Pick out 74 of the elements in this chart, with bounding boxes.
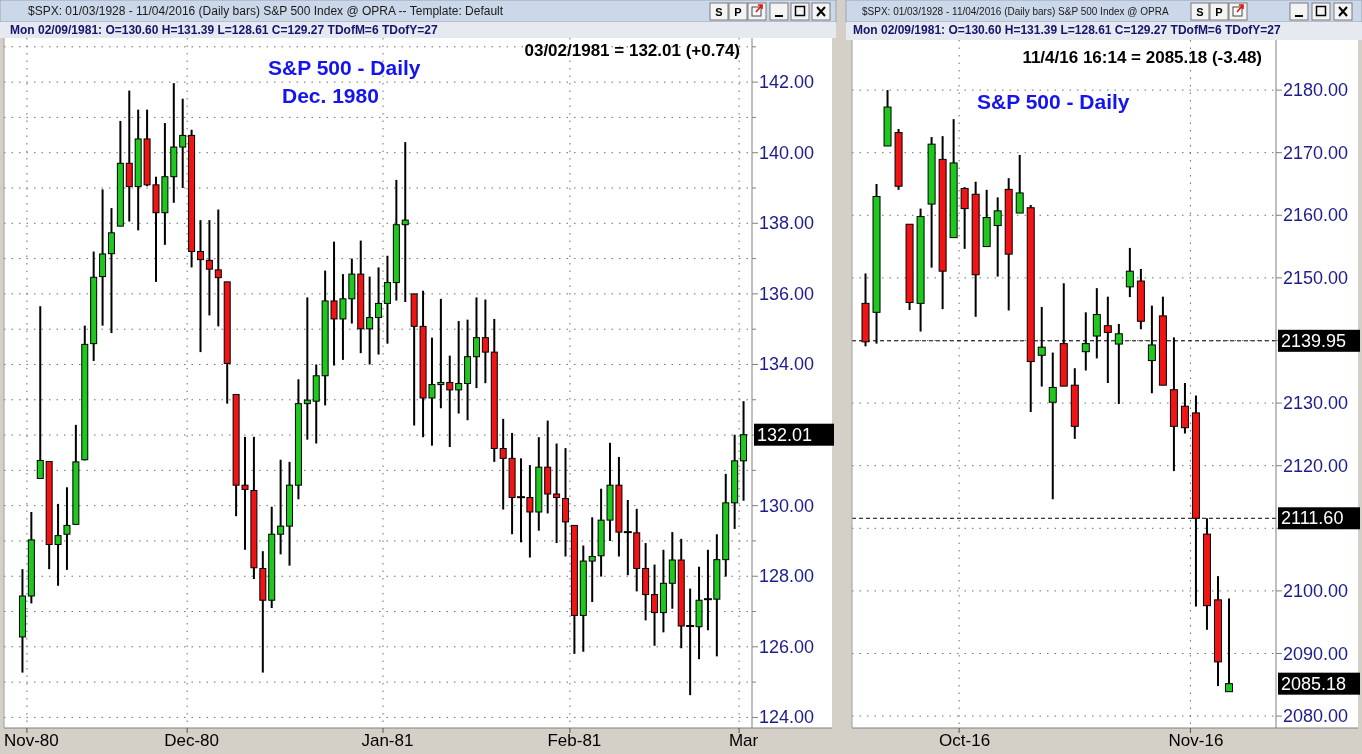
y-tick-label: 124.00	[759, 707, 815, 728]
candlestick	[1180, 382, 1189, 435]
candlestick	[1048, 351, 1057, 501]
y-tick-label: 128.00	[759, 566, 815, 587]
candlestick	[99, 188, 107, 327]
candlestick	[303, 296, 311, 441]
candlestick	[562, 447, 569, 558]
annotation: 03/02/1981 = 132.01 (+0.74)	[524, 41, 740, 60]
x-tick-label: Feb-81	[547, 731, 602, 750]
candlestick	[383, 254, 391, 345]
candlestick	[455, 320, 463, 415]
ref-line-label: 2111.60	[1281, 508, 1344, 529]
candlestick	[205, 219, 213, 317]
y-tick-label: 142.00	[759, 72, 815, 93]
candlestick	[36, 305, 44, 480]
candlestick	[107, 207, 115, 335]
x-tick-label: Mar	[728, 731, 759, 750]
button: P	[1209, 2, 1229, 21]
y-tick-label: 2170.00	[1283, 142, 1349, 163]
candlestick	[214, 208, 222, 328]
candlestick	[366, 275, 374, 366]
candlestick	[960, 186, 969, 250]
price-tag: 2139.95	[1278, 329, 1360, 352]
y-tick-label: 138.00	[759, 213, 815, 234]
y-tick-label: 136.00	[759, 283, 815, 304]
candlestick	[1015, 153, 1024, 215]
y-tick-label: 140.00	[759, 142, 815, 163]
x-tick-label: Nov-16	[1168, 731, 1224, 750]
price-tag: 2085.18	[1278, 672, 1360, 695]
candlestick	[63, 486, 71, 571]
ref-line-label: 2139.95	[1281, 330, 1347, 351]
candlestick	[1125, 246, 1134, 299]
y-tick-label: 2130.00	[1283, 393, 1349, 414]
y-tick-label: 2180.00	[1283, 80, 1349, 101]
y-tick-label: 2090.00	[1283, 643, 1349, 664]
y-tick-label: 134.00	[759, 354, 815, 375]
candlestick	[179, 97, 187, 189]
button: S	[709, 2, 729, 21]
text: Mon 02/09/1981: O=130.60 H=131.39 L=128.61 C=129.27 TDofM=6 TDofY=27	[853, 23, 1281, 37]
x-tick-label: Oct-16	[939, 731, 991, 750]
price-tag: 132.01	[754, 423, 834, 446]
candlestick	[993, 196, 1002, 278]
candlestick	[588, 516, 596, 603]
y-tick-label: 2150.00	[1283, 267, 1349, 288]
text: S&P 500 - Daily	[977, 90, 1130, 113]
text: S&P 500 - Daily	[268, 56, 421, 79]
button: S	[1190, 2, 1210, 21]
y-tick-label: 2100.00	[1283, 580, 1349, 601]
y-tick-label: 2120.00	[1283, 455, 1349, 476]
candlestick	[651, 563, 659, 647]
x-tick-label: Jan-81	[361, 731, 414, 750]
y-tick-label: 2080.00	[1283, 706, 1349, 727]
candlestick	[125, 89, 133, 223]
candlestick	[277, 458, 285, 556]
candlestick	[553, 442, 561, 545]
x-tick-label: Nov-80	[3, 731, 59, 750]
candlestick	[1224, 597, 1233, 693]
candlestick	[375, 266, 383, 356]
candlestick	[472, 296, 480, 390]
text: Dec. 1980	[282, 84, 379, 107]
y-tick-label: 126.00	[759, 636, 815, 657]
y-tick-label: 130.00	[759, 495, 815, 516]
text: $SPX: 01/03/1928 - 11/04/2016 (Daily bars) S&P 500 Index @ OPRA	[862, 6, 1169, 17]
text: Mon 02/09/1981: O=130.60 H=131.39 L=128.61 C=129.27 TDofM=6 TDofY=27	[10, 23, 438, 37]
text: $SPX: 01/03/1928 - 11/04/2016 (Daily bars) S&P 500 Index @ OPRA -- Template: Default	[28, 4, 504, 18]
x-tick-label: Dec-80	[164, 731, 219, 750]
y-tick-label: 2160.00	[1283, 205, 1349, 226]
price-tag: 2111.60	[1278, 507, 1360, 530]
candlestick	[401, 141, 409, 303]
candlestick	[481, 298, 489, 385]
button: P	[728, 2, 748, 21]
candlestick	[197, 219, 204, 354]
annotation: 11/4/16 16:14 = 2085.18 (-3.48)	[1022, 48, 1262, 67]
candlestick	[668, 531, 676, 610]
